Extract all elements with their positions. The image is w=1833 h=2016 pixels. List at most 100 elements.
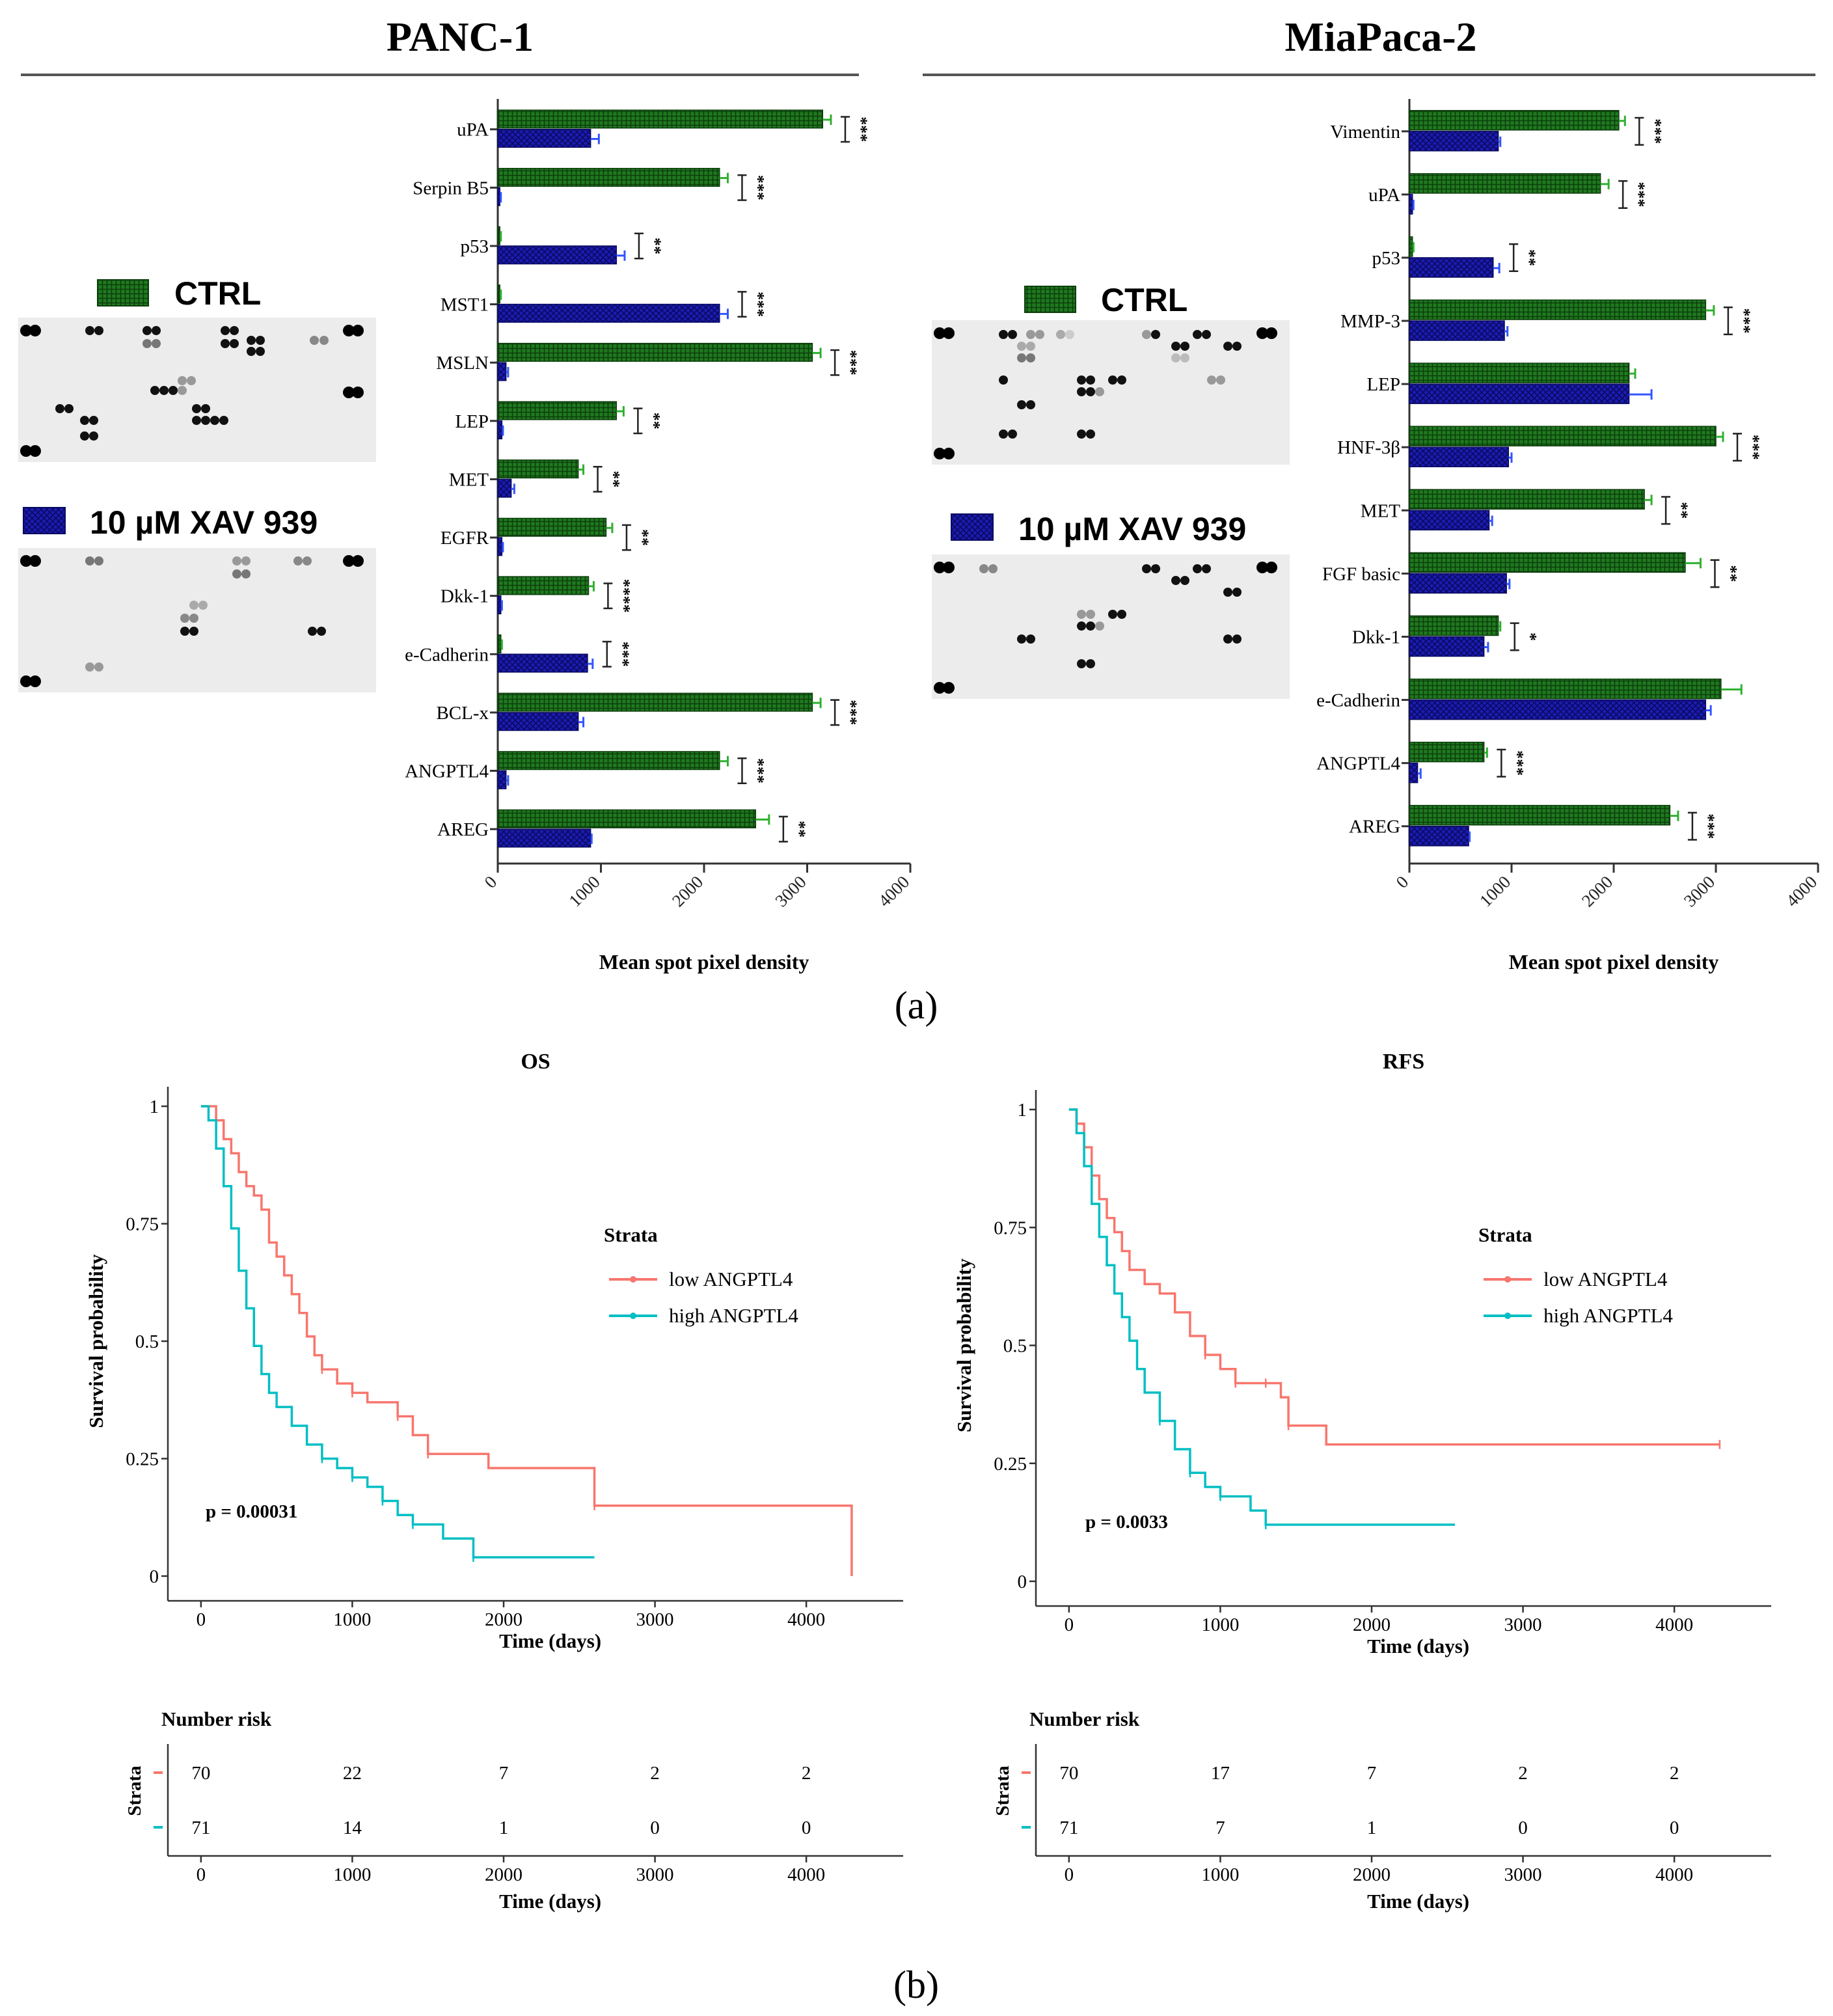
km-y-tick-label: 1 [150,1097,159,1117]
blot-spot [1026,634,1035,644]
blot-spot [189,601,198,610]
blot-spot [1086,375,1095,385]
km-title: RFS [1383,1050,1424,1074]
blot-spot [1086,659,1095,668]
category-label: p53 [1372,248,1401,269]
km-y-tick-label: 0.5 [1003,1336,1027,1357]
blot-spot [1151,564,1160,573]
blot-spot [1180,576,1189,585]
blot-spot [85,556,94,565]
significance-bracket [737,757,747,784]
blot-spot [1232,588,1242,597]
bar-xav [1409,320,1505,341]
blot-spot [293,556,303,565]
category-label: AREG [437,819,489,840]
km-y-tick-label: 0.25 [994,1454,1027,1475]
significance-label: ** [1520,249,1539,266]
risk-table-title: Number risk [1029,1708,1140,1730]
blot-spot [1142,330,1151,339]
category-label: BCL-x [436,703,489,724]
x-axis-title: Mean spot pixel density [599,950,809,974]
x-tick-label: 1000 [1476,872,1514,910]
significance-label: *** [1744,435,1763,460]
blot-spot [1095,387,1104,396]
blot-spot [999,330,1008,339]
blot-spot [317,627,326,636]
blot-spot [20,325,32,336]
bar-xav [1409,825,1469,847]
significance-bracket [593,465,603,493]
risk-table-cell: 0 [650,1818,660,1838]
risk-table-cell: 0 [1518,1818,1528,1838]
x-tick-label: 4000 [875,872,913,910]
category-label: Serpin B5 [413,178,489,198]
blot-spot [192,404,201,413]
significance-bracket [603,582,613,610]
km-curve-low [1068,1108,1720,1446]
panc1-xav-legend: 10 µM XAV 939 [23,504,318,541]
blot-spot [189,614,198,623]
significance-label: *** [748,292,767,317]
blot-spot [934,448,945,459]
km-legend-swatch-marker [630,1276,636,1283]
bar-xav [497,828,591,848]
blot-spot [219,416,228,425]
km-x-axis-title: Time (days) [499,1629,601,1652]
blot-spot [1086,387,1095,396]
blot-spot [198,601,208,610]
blot-spot [152,339,161,348]
blot-spot [247,347,256,356]
blot-spot [29,445,41,457]
blot-spot [178,376,187,385]
blot-spot [80,431,89,441]
bar-xav [1409,257,1494,278]
bar-ctrl [497,809,756,828]
significance-label: ** [1721,565,1740,582]
xav-swatch [951,513,994,541]
significance-label: ** [1672,502,1691,519]
risk-table-x-tick-label: 1000 [333,1864,371,1885]
significance-bracket [737,291,747,318]
km-x-tick-label: 3000 [1504,1614,1542,1635]
significance-label: ** [604,470,623,487]
blot-spot [1151,330,1160,339]
significance-bracket [830,699,840,726]
bar-ctrl [497,751,720,770]
km-x-tick-label: 4000 [787,1609,825,1630]
risk-table-cell: 2 [650,1763,660,1784]
mia-ctrl-blot-spots [934,327,1277,459]
blot-spot [1108,610,1117,619]
significance-bracket [602,640,612,668]
blot-spot [308,627,317,636]
blot-spot [1077,375,1086,385]
significance-label: *** [1646,118,1664,144]
blot-spot [1017,342,1026,351]
km-y-tick-label: 1 [1018,1100,1027,1121]
bar-xav [1409,762,1419,783]
blot-spot [1026,353,1035,362]
risk-table-cell: 71 [191,1818,210,1838]
blot-spot [1086,621,1095,631]
significance-bracket [1661,496,1671,525]
blot-spot [1232,342,1242,351]
significance-bracket [1635,116,1644,146]
significance-label: ** [644,413,663,429]
blot-spot [1077,429,1086,439]
blot-spot [1026,400,1035,409]
significance-bracket [1497,748,1506,778]
significance-label: *** [1735,308,1754,334]
bar-xav [497,187,500,206]
category-label: p53 [461,236,489,257]
ctrl-legend-label: CTRL [1101,282,1188,318]
blot-spot [343,555,355,567]
bar-xav [497,303,720,323]
bar-ctrl [497,692,813,712]
km-y-tick-label: 0.25 [126,1449,159,1470]
blot-spot [29,675,41,687]
blot-spot [1086,610,1095,619]
bar-ctrl [1409,741,1485,763]
blot-spot [352,325,364,336]
